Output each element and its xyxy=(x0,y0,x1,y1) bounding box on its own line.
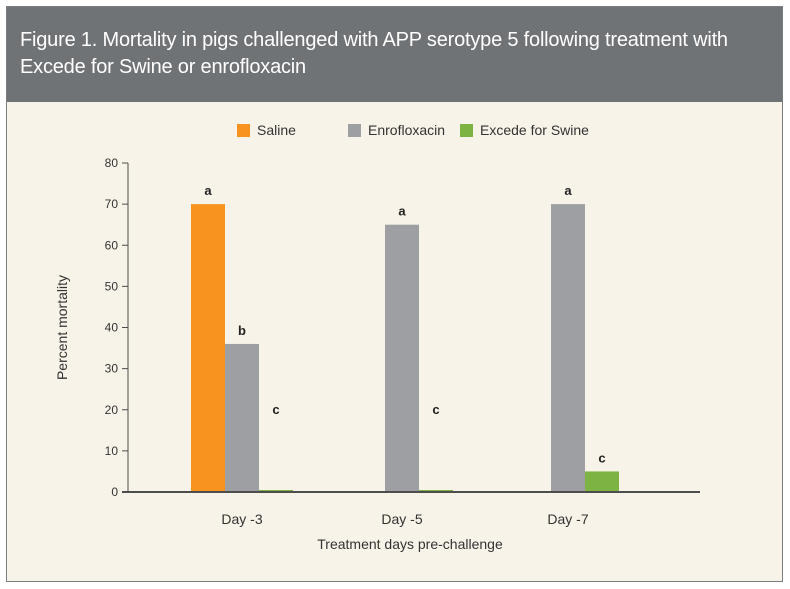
legend-label: Saline xyxy=(257,122,296,138)
y-tick-label: 0 xyxy=(111,485,118,499)
legend-label: Enrofloxacin xyxy=(368,122,445,138)
bar-data-label: a xyxy=(204,183,212,198)
y-tick-label: 50 xyxy=(105,279,119,293)
legend-swatch xyxy=(237,124,250,137)
x-tick-label: Day -7 xyxy=(547,511,588,527)
y-tick-label: 80 xyxy=(105,156,119,170)
x-tick-label: Day -3 xyxy=(221,511,262,527)
bar-enrofloxacin xyxy=(385,224,419,492)
y-axis-title: Percent mortality xyxy=(54,275,70,380)
bar-data-label: a xyxy=(398,204,406,219)
bar-saline xyxy=(191,204,225,492)
bar-data-label: c xyxy=(598,450,605,465)
x-tick-label: Day -5 xyxy=(381,511,422,527)
legend-swatch xyxy=(348,124,361,137)
bar-enrofloxacin xyxy=(551,204,585,492)
y-tick-label: 20 xyxy=(105,403,119,417)
bar-enrofloxacin xyxy=(225,343,259,492)
bar-data-label: c xyxy=(432,402,439,417)
figure-title: Figure 1. Mortality in pigs challenged w… xyxy=(20,29,728,78)
bar-data-label: b xyxy=(238,323,246,338)
bar-data-label: a xyxy=(564,183,572,198)
x-axis-title: Treatment days pre-challenge xyxy=(317,536,503,552)
y-tick-label: 60 xyxy=(105,238,119,252)
legend-swatch xyxy=(460,124,473,137)
figure-header: Figure 1. Mortality in pigs challenged w… xyxy=(7,7,782,102)
y-tick-label: 70 xyxy=(105,197,119,211)
bar-data-label: c xyxy=(272,402,279,417)
y-tick-label: 10 xyxy=(105,444,119,458)
bar-excede-for-swine xyxy=(585,471,619,492)
y-tick-label: 40 xyxy=(105,321,119,335)
y-tick-label: 30 xyxy=(105,362,119,376)
legend-label: Excede for Swine xyxy=(480,122,589,138)
